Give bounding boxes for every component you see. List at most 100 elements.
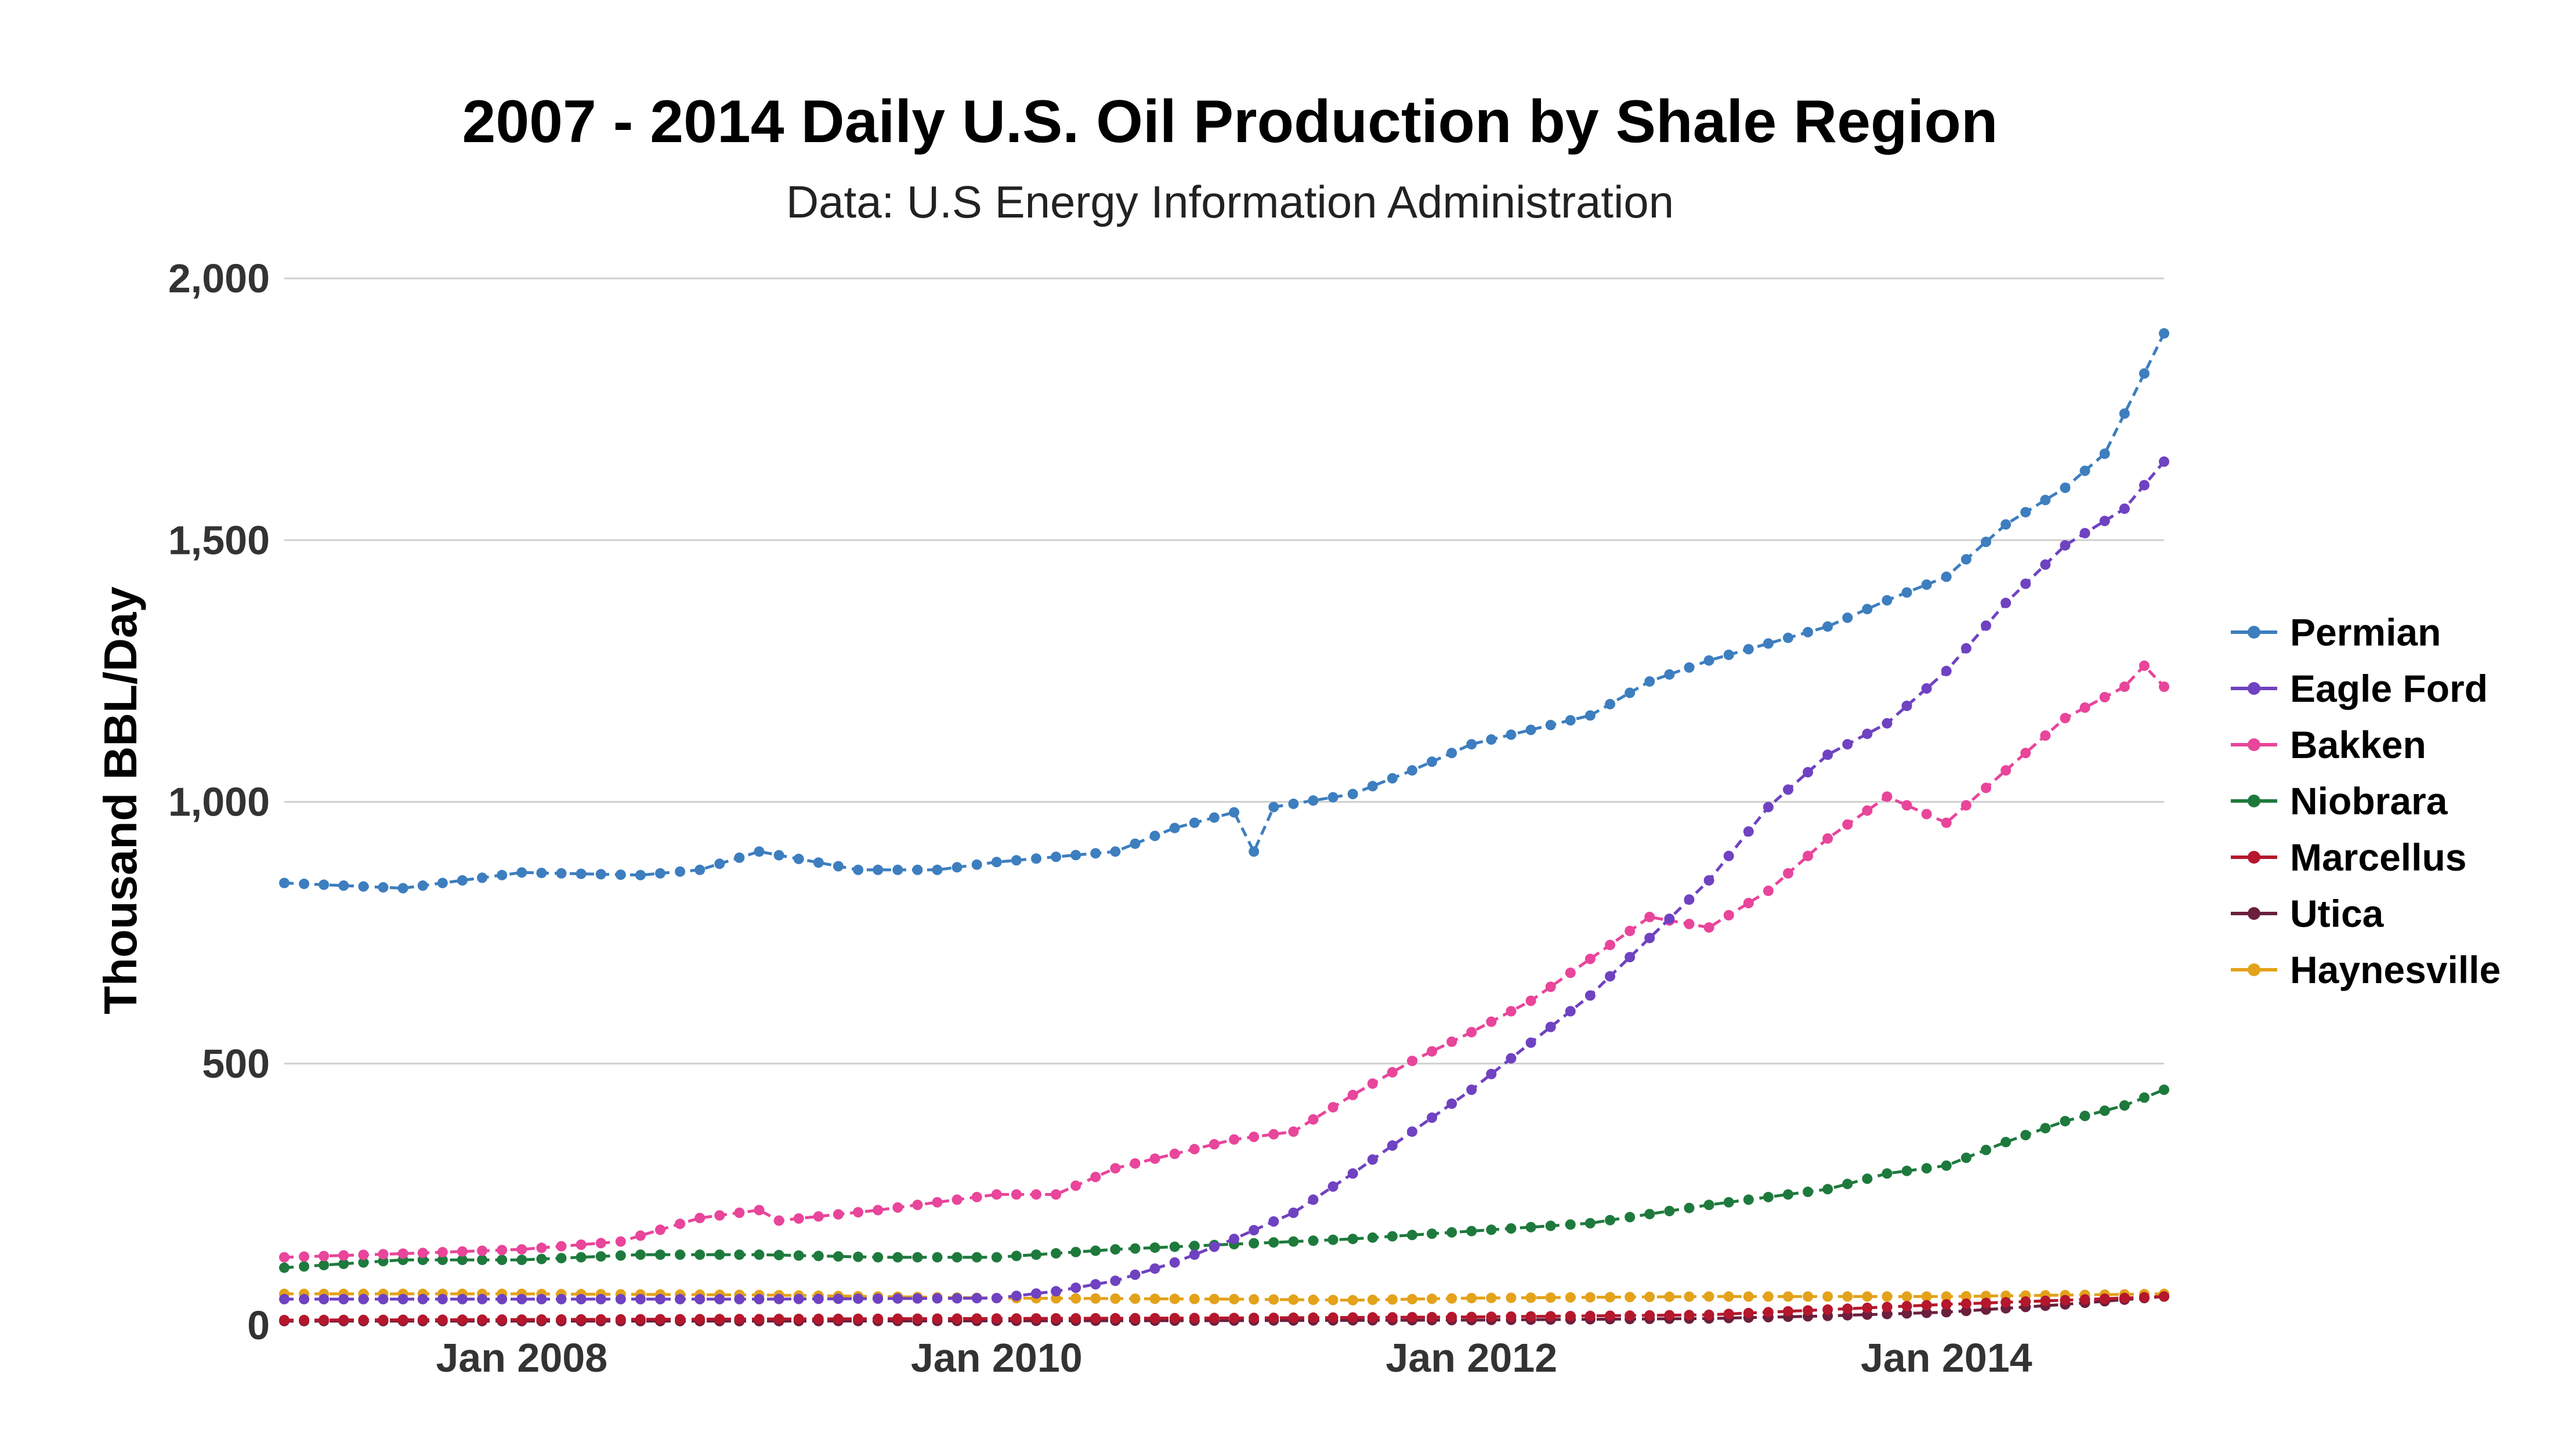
data-point (1110, 1293, 1121, 1304)
data-point (2060, 483, 2071, 493)
data-point (358, 1249, 369, 1260)
data-point (1901, 587, 1912, 598)
data-point (1427, 1293, 1438, 1304)
data-point (754, 1249, 765, 1260)
data-point (1763, 885, 1774, 896)
data-point (1446, 1036, 1457, 1047)
data-point (754, 846, 765, 857)
series-line-eagle-ford (284, 461, 2165, 1301)
data-point (1506, 1311, 1517, 1322)
data-point (378, 1314, 389, 1325)
series-eagle-ford (279, 456, 2169, 1304)
data-point (1427, 756, 1438, 767)
data-point (1960, 1291, 1971, 1302)
data-point (576, 1252, 587, 1263)
data-point (1011, 855, 1022, 866)
data-point (1723, 1308, 1734, 1320)
data-point (2020, 507, 2031, 518)
data-point (1822, 1291, 1833, 1302)
data-point (1268, 802, 1279, 813)
data-point (536, 868, 547, 879)
data-point (615, 1293, 626, 1304)
data-point (497, 869, 508, 880)
legend-item-marcellus[interactable]: Marcellus (2231, 836, 2466, 879)
data-point (1525, 1037, 1536, 1048)
data-point (1545, 720, 1556, 731)
data-point (1882, 791, 1893, 802)
data-point (1584, 1310, 1595, 1321)
data-point (1446, 748, 1457, 759)
data-point (1169, 1241, 1180, 1252)
data-point (1803, 767, 1814, 778)
data-point (1565, 967, 1576, 978)
data-point (1070, 1180, 1081, 1191)
data-point (655, 1249, 665, 1260)
data-point (279, 1315, 290, 1325)
data-point (1407, 1312, 1417, 1322)
data-point (754, 1293, 765, 1304)
data-point (1763, 1307, 1774, 1318)
data-point (1229, 1293, 1240, 1304)
data-point (457, 1255, 468, 1266)
data-point (576, 1239, 587, 1250)
data-point (1545, 1292, 1556, 1303)
legend-item-bakken[interactable]: Bakken (2231, 723, 2426, 766)
series-line-niobrara (284, 1088, 2165, 1270)
data-point (694, 1213, 705, 1223)
legend-item-eagle-ford[interactable]: Eagle Ford (2231, 667, 2488, 710)
data-point (694, 1293, 705, 1304)
data-point (1605, 699, 1616, 709)
legend-swatch-marker (2248, 682, 2260, 695)
data-point (1921, 1307, 1932, 1318)
data-point (279, 1262, 290, 1273)
data-point (437, 1293, 448, 1304)
data-point (1981, 620, 1992, 631)
data-point (1842, 819, 1853, 830)
series-line-permian (284, 332, 2166, 890)
data-point (1941, 1160, 1952, 1171)
data-point (1466, 1293, 1477, 1304)
data-point (892, 1252, 903, 1263)
legend-item-haynesville[interactable]: Haynesville (2231, 948, 2501, 991)
series-group (279, 328, 2169, 1326)
data-point (595, 1238, 606, 1249)
data-point (556, 1253, 567, 1264)
data-point (1506, 1053, 1517, 1064)
legend-item-utica[interactable]: Utica (2231, 892, 2385, 935)
y-axis-label: Thousand BBL/Day (95, 586, 146, 1014)
data-point (951, 862, 963, 873)
x-tick-label: Jan 2010 (911, 1335, 1083, 1380)
data-point (1169, 1148, 1180, 1159)
legend-item-permian[interactable]: Permian (2231, 611, 2441, 654)
gridlines (284, 277, 2164, 1065)
data-point (358, 1293, 369, 1304)
data-point (951, 1293, 963, 1304)
data-point (1347, 789, 1358, 799)
legend-swatch-marker (2248, 626, 2260, 639)
data-point (556, 1241, 567, 1252)
data-point (1842, 739, 1853, 750)
data-point (2040, 1123, 2051, 1134)
data-point (1822, 833, 1833, 844)
data-point (1803, 1291, 1814, 1302)
data-point (853, 1313, 864, 1324)
data-point (1090, 1245, 1101, 1256)
data-point (833, 1251, 844, 1262)
data-point (516, 867, 527, 878)
data-point (1090, 1293, 1101, 1304)
data-point (299, 1314, 310, 1325)
data-point (1249, 1132, 1260, 1143)
data-point (1031, 1189, 1041, 1200)
data-point (1941, 1307, 1952, 1318)
data-point (734, 1208, 745, 1218)
data-point (338, 880, 349, 891)
data-point (1882, 1302, 1893, 1313)
data-point (1486, 1292, 1497, 1303)
data-point (1960, 1306, 1971, 1317)
legend-item-niobrara[interactable]: Niobrara (2231, 780, 2448, 822)
data-point (397, 1293, 408, 1304)
data-point (951, 1194, 963, 1205)
data-point (1981, 782, 1992, 793)
data-point (1169, 1257, 1180, 1268)
data-point (437, 1314, 448, 1325)
